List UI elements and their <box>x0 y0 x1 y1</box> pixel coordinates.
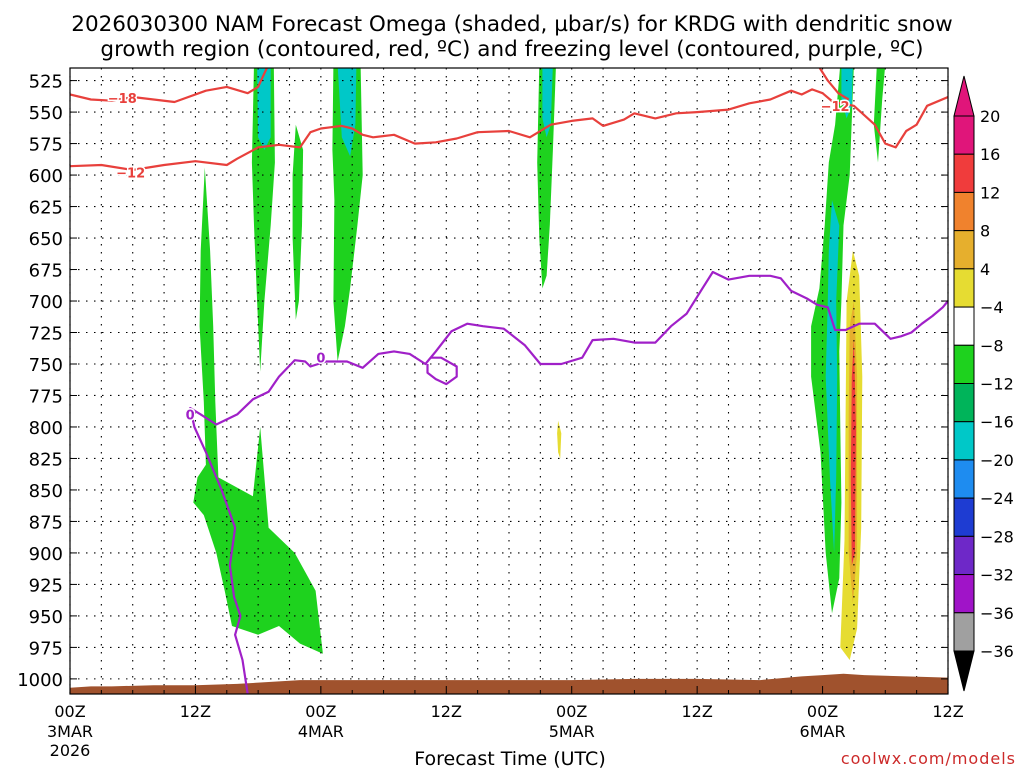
colorbar-band <box>953 230 975 270</box>
colorbar-label: 4 <box>980 260 990 279</box>
y-tick-label: 600 <box>29 166 63 187</box>
omega-area-column-21z-4mar-core <box>542 68 553 138</box>
freezing-level-contour-label: 0 <box>186 408 195 423</box>
x-tick-label-time: 12Z <box>431 702 462 721</box>
x-tick-label-date: 4MAR <box>298 722 344 741</box>
terrain-layer <box>70 673 948 694</box>
terrain-ground <box>70 673 948 694</box>
omega-area-plume-12z-3mar <box>193 167 323 654</box>
omega-area-column-18z-3mar-core <box>257 68 271 150</box>
colorbar-band <box>953 191 975 232</box>
x-tick-label-time: 12Z <box>932 702 963 721</box>
colorbar-label: −36 <box>980 604 1014 623</box>
colorbar-band <box>953 306 975 346</box>
colorbar-band <box>953 535 975 576</box>
colorbar-label: −24 <box>980 489 1014 508</box>
chart-title-line-2: growth region (contoured, red, ºC) and f… <box>100 37 923 62</box>
x-tick-label-time: 12Z <box>681 702 712 721</box>
colorbar-band <box>953 383 975 423</box>
x-axis-title: Forecast Time (UTC) <box>414 748 605 768</box>
omega-area-column-02z-4mar <box>332 68 363 362</box>
chart-title-line-1: 2026030300 NAM Forecast Omega (shaded, µ… <box>71 12 952 37</box>
y-tick-label: 550 <box>29 103 63 124</box>
y-tick-label: 825 <box>29 449 63 470</box>
colorbar-label: −36 <box>980 642 1014 661</box>
omega-area-blip-23z-4mar <box>557 420 562 459</box>
y-tick-label: 850 <box>29 481 63 502</box>
freezing-level-contour-line <box>189 270 948 694</box>
colorbar-label: −8 <box>980 336 1004 355</box>
contour-layer: −18 −12 −12 0 0 <box>70 68 948 694</box>
snow-growth-contour-label: −18 <box>108 92 137 107</box>
y-tick-label: 800 <box>29 418 63 439</box>
colorbar-band <box>953 344 975 384</box>
x-tick-label-time: 00Z <box>54 702 85 721</box>
snow-growth-contour-label: −12 <box>821 100 850 115</box>
omega-area-column-21z-3mar <box>292 124 304 320</box>
colorbar-label: −4 <box>980 298 1004 317</box>
y-tick-label: 675 <box>29 261 63 282</box>
omega-area-column-02z-4mar-core <box>337 68 357 157</box>
omega-area-column-04z-6mar <box>873 68 885 163</box>
colorbar-bottom-arrow <box>953 650 975 692</box>
y-tick-label: 1000 <box>17 670 63 691</box>
colorbar-label: −16 <box>980 413 1014 432</box>
y-tick-label: 650 <box>29 229 63 250</box>
y-tick-label: 900 <box>29 544 63 565</box>
y-tick-label: 925 <box>29 575 63 596</box>
freezing-level-contour-label: 0 <box>316 352 325 367</box>
snow-growth-contour-line <box>818 68 850 101</box>
omega-shading-layer <box>193 68 885 660</box>
y-tick-label: 725 <box>29 324 63 345</box>
omega-area-column-00z-6mar-core <box>825 200 840 553</box>
omega-area-column-21z-4mar <box>537 68 556 289</box>
snow-growth-contour-line <box>70 68 269 104</box>
colorbar-label: −28 <box>980 527 1014 546</box>
colorbar-label: −12 <box>980 375 1014 394</box>
y-tick-label: 775 <box>29 386 63 407</box>
x-tick-label-time: 12Z <box>180 702 211 721</box>
colorbar-band <box>953 115 975 155</box>
colorbar-label: −32 <box>980 566 1014 585</box>
x-tick-label-date: 6MAR <box>800 722 846 741</box>
colorbar-label: 16 <box>980 145 1000 164</box>
credit-link[interactable]: coolwx.com/models <box>841 749 1016 768</box>
y-tick-label: 975 <box>29 638 63 659</box>
colorbar-band <box>953 459 975 499</box>
colorbar-top-arrow <box>953 75 975 117</box>
colorbar-band <box>953 153 975 193</box>
freezing-level-contour-line <box>426 356 458 386</box>
y-tick-label: 625 <box>29 198 63 219</box>
x-tick-label-time: 00Z <box>556 702 587 721</box>
y-tick-label: 750 <box>29 355 63 376</box>
colorbar-label: −20 <box>980 451 1014 470</box>
y-tick-label: 950 <box>29 607 63 628</box>
y-tick-label: 700 <box>29 292 63 313</box>
y-tick-label: 575 <box>29 135 63 156</box>
x-tick-label-date: 3MAR <box>47 722 93 741</box>
colorbar-band <box>953 268 975 308</box>
y-tick-label: 525 <box>29 72 63 93</box>
y-tick-label: 875 <box>29 512 63 533</box>
x-tick-label-time: 00Z <box>807 702 838 721</box>
snow-growth-contour-line <box>70 88 948 172</box>
snow-growth-contour-label: −12 <box>116 167 145 182</box>
y-axis: 525 550 575 600 625 650 675 700 725 750 775 800 825 8… <box>17 72 948 691</box>
x-tick-label-date: 5MAR <box>549 722 595 741</box>
colorbar-label: 20 <box>980 107 1000 126</box>
colorbar-label: 12 <box>980 183 1000 202</box>
x-tick-label-year: 2026 <box>50 741 91 760</box>
colorbar-band <box>953 497 975 537</box>
colorbar-band <box>953 421 975 461</box>
colorbar-band <box>953 574 975 614</box>
colorbar-band <box>953 612 975 652</box>
omega-area-column-18z-3mar <box>251 68 275 372</box>
colorbar-label: 8 <box>980 222 990 241</box>
omega-colorbar: 20 16 12 8 4 −4 −8 −12 −16 −20 −24 −28 −32 −36 −36 <box>953 75 1014 692</box>
x-tick-label-time: 00Z <box>305 702 336 721</box>
